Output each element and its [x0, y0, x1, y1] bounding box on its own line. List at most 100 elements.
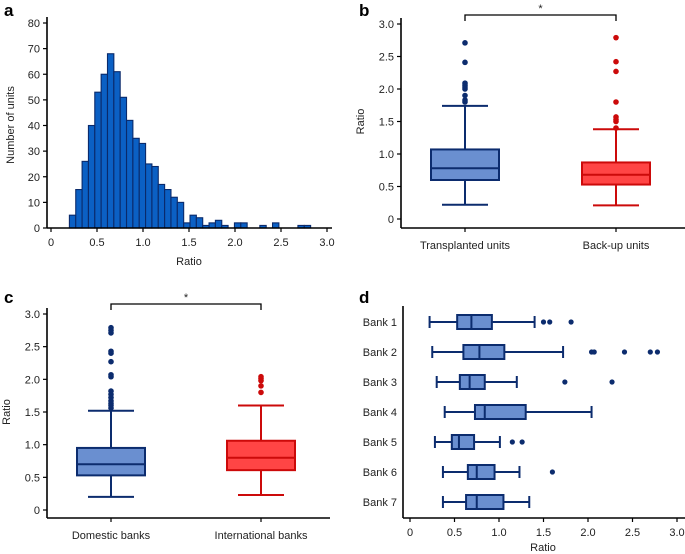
- outlier-point: [462, 59, 468, 66]
- histogram-bar: [106, 53, 115, 229]
- histogram-bar: [214, 219, 223, 229]
- panel-label-c: c: [4, 288, 13, 307]
- panel-c-boxplot: 0 0.5 1.0 1.5 2.0 2.5 3.0 Ratio Domestic banks In…: [1, 292, 330, 542]
- outlier-point: [462, 40, 468, 46]
- histogram-bar: [100, 73, 109, 229]
- box-iqr: [430, 148, 500, 181]
- outlier-point: [547, 319, 553, 325]
- histogram-bar: [145, 163, 153, 229]
- outlier-point: [108, 348, 114, 355]
- histogram-bar: [189, 214, 197, 229]
- y-tick-label: 3.0: [379, 19, 394, 31]
- y-tick-label: 0: [34, 505, 40, 517]
- y-tick-label: 2.5: [25, 342, 40, 354]
- significance-star: *: [184, 292, 189, 304]
- outlier-point: [562, 379, 568, 385]
- outlier-point: [613, 58, 619, 65]
- y-tick-label: 60: [28, 69, 40, 81]
- histogram-bar: [94, 91, 102, 229]
- x-tick-label: 2.5: [625, 527, 640, 539]
- outlier-point: [568, 319, 574, 325]
- box-iqr: [581, 161, 651, 186]
- y-tick-label: 70: [28, 44, 40, 56]
- box-iqr: [473, 404, 527, 420]
- x-tick-label: International banks: [215, 530, 308, 542]
- x-tick-label: 3.0: [319, 237, 334, 249]
- y-tick-label: 2.0: [379, 84, 394, 96]
- x-tick-label: 2.0: [580, 527, 595, 539]
- outlier-point: [613, 125, 619, 131]
- histogram-bar: [170, 196, 178, 229]
- outlier-point: [609, 379, 615, 385]
- outlier-point: [108, 388, 114, 394]
- panel-d-boxplot: 0 0.5 1.0 1.5 2.0 2.5 3.0 Ratio Bank 1 Bank 2 Bank…: [363, 306, 685, 554]
- y-tick-label: 1.5: [379, 117, 394, 129]
- outlier-point: [509, 439, 515, 445]
- outlier-point: [462, 97, 468, 103]
- histogram-bar: [132, 137, 140, 229]
- y-tick-label: 1.0: [25, 440, 40, 452]
- y-axis-title: Ratio: [355, 109, 367, 135]
- x-tick-label: 3.0: [669, 527, 684, 539]
- y-tick-label: Bank 3: [363, 377, 397, 389]
- outlier-point: [258, 389, 264, 396]
- histogram-bar: [68, 214, 77, 229]
- y-tick-label: 30: [28, 146, 40, 158]
- panel-label-b: b: [359, 1, 369, 20]
- y-tick-label: 0.5: [25, 472, 40, 484]
- y-tick-label: 2.5: [379, 52, 394, 64]
- y-tick-label: Bank 6: [363, 467, 397, 479]
- outlier-point: [647, 349, 653, 355]
- histogram-bar: [119, 96, 128, 229]
- outlier-point: [613, 114, 619, 120]
- outlier-point: [108, 358, 114, 365]
- significance-bracket: [110, 303, 262, 310]
- outlier-point: [549, 469, 556, 475]
- x-tick-label: 0.5: [447, 527, 462, 539]
- y-tick-label: 3.0: [25, 309, 40, 321]
- y-tick-label: 0: [34, 223, 40, 235]
- x-tick-label: 1.0: [491, 527, 506, 539]
- y-tick-label: 20: [28, 172, 40, 184]
- y-axis-title: Ratio: [1, 399, 13, 425]
- histogram-bar: [75, 189, 83, 229]
- box-iqr: [450, 434, 476, 450]
- box-iqr: [456, 314, 493, 330]
- box-iqr: [76, 446, 146, 477]
- outlier-point: [462, 92, 468, 99]
- x-tick-label: 0: [407, 527, 413, 539]
- outlier-point: [108, 324, 114, 331]
- x-axis-title: Ratio: [176, 256, 202, 268]
- panel-label-d: d: [359, 288, 369, 307]
- y-axis-title: Number of units: [5, 86, 17, 164]
- histogram-bar: [164, 189, 172, 229]
- y-tick-label: Bank 5: [363, 437, 397, 449]
- y-tick-label: 1.5: [25, 407, 40, 419]
- y-tick-label: 1.0: [379, 149, 394, 161]
- x-tick-label: 2.0: [227, 237, 242, 249]
- histogram-bar: [138, 142, 147, 229]
- histogram-bar: [157, 183, 166, 229]
- panel-b-boxplot: 0 0.5 1.0 1.5 2.0 2.5 3.0 Ratio Transplanted uni…: [355, 3, 685, 252]
- y-tick-label: Bank 1: [363, 317, 397, 329]
- box-iqr: [462, 344, 506, 360]
- x-tick-label: 1.5: [536, 527, 551, 539]
- y-tick-label: 2.0: [25, 374, 40, 386]
- outlier-point: [519, 439, 525, 445]
- box-iqr: [466, 464, 496, 480]
- histogram-bar: [81, 160, 89, 229]
- x-tick-label: 2.5: [273, 237, 288, 249]
- x-axis-title: Ratio: [530, 542, 556, 554]
- histogram-bar: [87, 124, 96, 229]
- outlier-point: [613, 68, 619, 75]
- y-tick-label: Bank 4: [363, 407, 397, 419]
- outlier-point: [654, 349, 661, 355]
- box-iqr: [465, 494, 505, 510]
- y-tick-label: Bank 2: [363, 347, 397, 359]
- outlier-point: [258, 383, 264, 389]
- histogram-bar: [176, 201, 185, 229]
- panel-label-a: a: [4, 1, 14, 20]
- significance-star: *: [538, 3, 543, 15]
- y-tick-label: 10: [28, 197, 40, 209]
